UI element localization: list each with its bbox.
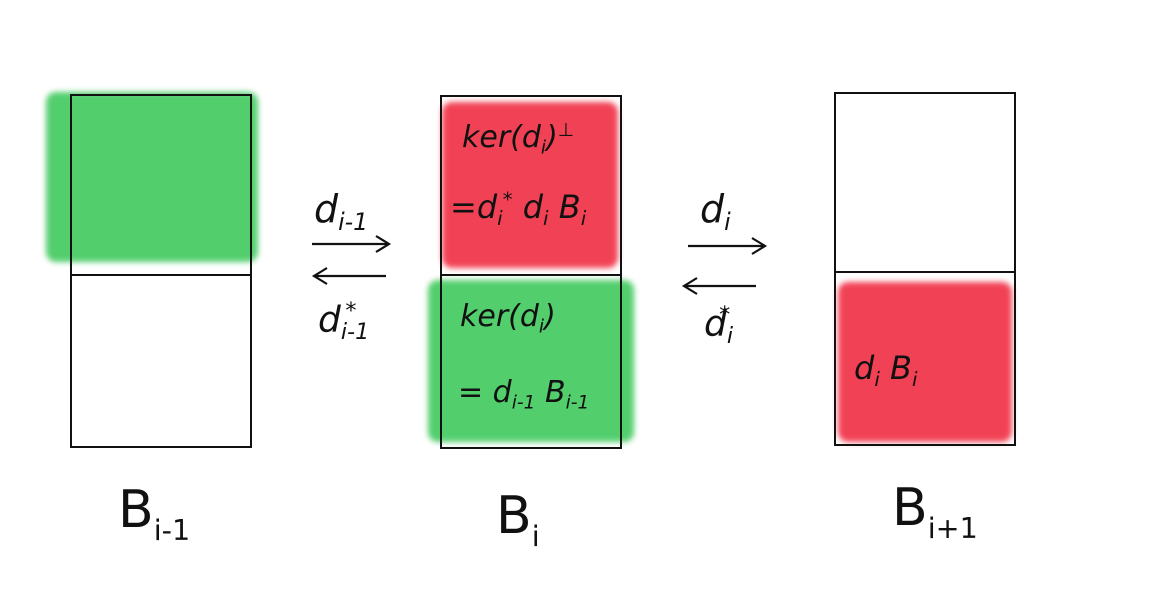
rb-b-sub: i (911, 367, 918, 391)
la-op: d (318, 299, 341, 341)
right-adjoint-map-label: di* (704, 302, 734, 350)
ker-sub-2: i (538, 316, 545, 338)
eq-d2-sub: i (543, 206, 549, 230)
space-label-b-i: Bi (496, 490, 540, 550)
image-of-adjoint-label: =di* di Bi (450, 190, 586, 229)
image-label: = di-1 Bi-1 (458, 378, 589, 413)
box-b-i (440, 95, 622, 449)
left-adjoint-map-label: di-1* (318, 298, 369, 344)
img-b-sub: i-1 (565, 392, 590, 414)
ker-text: ker(d (462, 120, 541, 156)
perp-symbol: ⊥ (557, 120, 575, 141)
rb-b: B (890, 349, 912, 387)
right-forward-map-label: di (700, 190, 731, 235)
left-arrow-left (311, 267, 386, 285)
eq-d2: d (522, 187, 544, 226)
eq-d: =d (450, 187, 498, 226)
box-divider (72, 274, 250, 276)
ker-close: ) (546, 120, 558, 156)
rb-d: d (854, 349, 875, 387)
space-label-b-i-minus-1: Bi-1 (118, 484, 190, 544)
space-label-b-i-plus-1: Bi+1 (892, 482, 978, 542)
space-index: i (531, 518, 540, 553)
space-name: B (118, 480, 154, 540)
box-divider (836, 271, 1014, 273)
left-forward-map-label: di-1 (314, 190, 368, 235)
red-highlight-right-bottom (838, 282, 1012, 442)
la-sub: i-1 (340, 319, 370, 346)
space-name: B (496, 486, 532, 546)
space-index: i-1 (153, 512, 191, 547)
box-divider (442, 274, 620, 276)
eq-d-star: * (502, 188, 513, 211)
ra-star: * (719, 302, 731, 328)
ker-sub: i (540, 137, 547, 159)
la-star: * (345, 298, 357, 324)
eq-d-sub: i (497, 206, 503, 230)
lf-sub: i-1 (338, 208, 369, 237)
lf-op: d (314, 187, 339, 231)
ker-text-2: ker(d (460, 299, 539, 334)
img-d-sub: i-1 (511, 392, 536, 414)
left-arrow-right (681, 277, 756, 295)
ker-close-2: ) (544, 299, 556, 334)
rf-op: d (700, 187, 725, 231)
green-highlight-left-top (46, 92, 258, 262)
eq-b-sub: i (580, 206, 587, 230)
space-name: B (892, 478, 928, 538)
box-b-i-minus-1 (70, 94, 252, 448)
right-arrow-right (688, 237, 768, 255)
ra-op: d (704, 303, 727, 345)
image-di-label: di Bi (854, 352, 917, 390)
green-highlight-middle-bottom (428, 280, 634, 442)
red-highlight-middle-top (442, 102, 618, 268)
kernel-perp-label: ker(di)⊥ (462, 120, 575, 159)
space-index: i+1 (927, 510, 978, 545)
eq-b: B (558, 187, 581, 226)
kernel-label: ker(di) (460, 302, 556, 337)
right-arrow-left (312, 235, 392, 253)
rf-sub: i (724, 208, 731, 237)
rb-d-sub: i (874, 367, 880, 391)
ra-sub: i (726, 323, 734, 350)
box-b-i-plus-1 (834, 92, 1016, 446)
img-b: B (544, 375, 566, 410)
img-d: = d (458, 375, 512, 410)
